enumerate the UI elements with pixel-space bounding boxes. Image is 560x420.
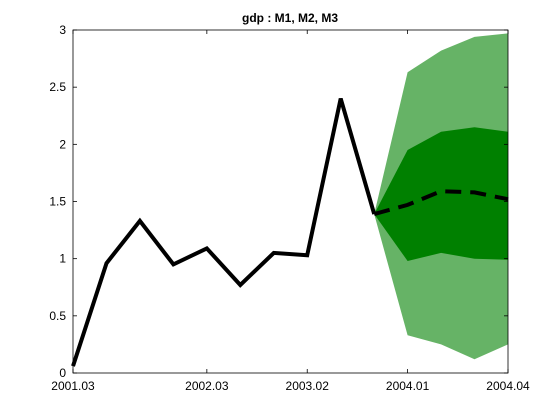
band-1 <box>374 127 508 261</box>
axes: 0 0.5 1 1.5 2 2.5 3 2001.03 2002.03 2003.02 2004.0… <box>49 23 530 393</box>
y-tick-label: 2.5 <box>49 80 66 94</box>
y-tick-label: 1.5 <box>49 195 66 209</box>
y-tick-label: 0.5 <box>49 309 66 323</box>
x-tick-label: 2004.01 <box>386 379 430 393</box>
y-tick-label: 2 <box>59 137 66 151</box>
x-tick-label: 2001.03 <box>51 379 95 393</box>
chart-title: gdp : M1, M2, M3 <box>242 11 338 25</box>
y-tick-label: 3 <box>59 23 66 37</box>
x-tick-label: 2003.02 <box>286 379 330 393</box>
x-tick-label: 2004.04 <box>486 379 530 393</box>
y-tick-label: 1 <box>59 252 66 266</box>
x-tick-label: 2002.03 <box>185 379 229 393</box>
history-line <box>71 98 377 367</box>
forecast-line <box>373 189 509 217</box>
series-lines <box>71 98 509 367</box>
y-tick-label: 0 <box>59 366 66 380</box>
fan-bands <box>374 33 508 360</box>
